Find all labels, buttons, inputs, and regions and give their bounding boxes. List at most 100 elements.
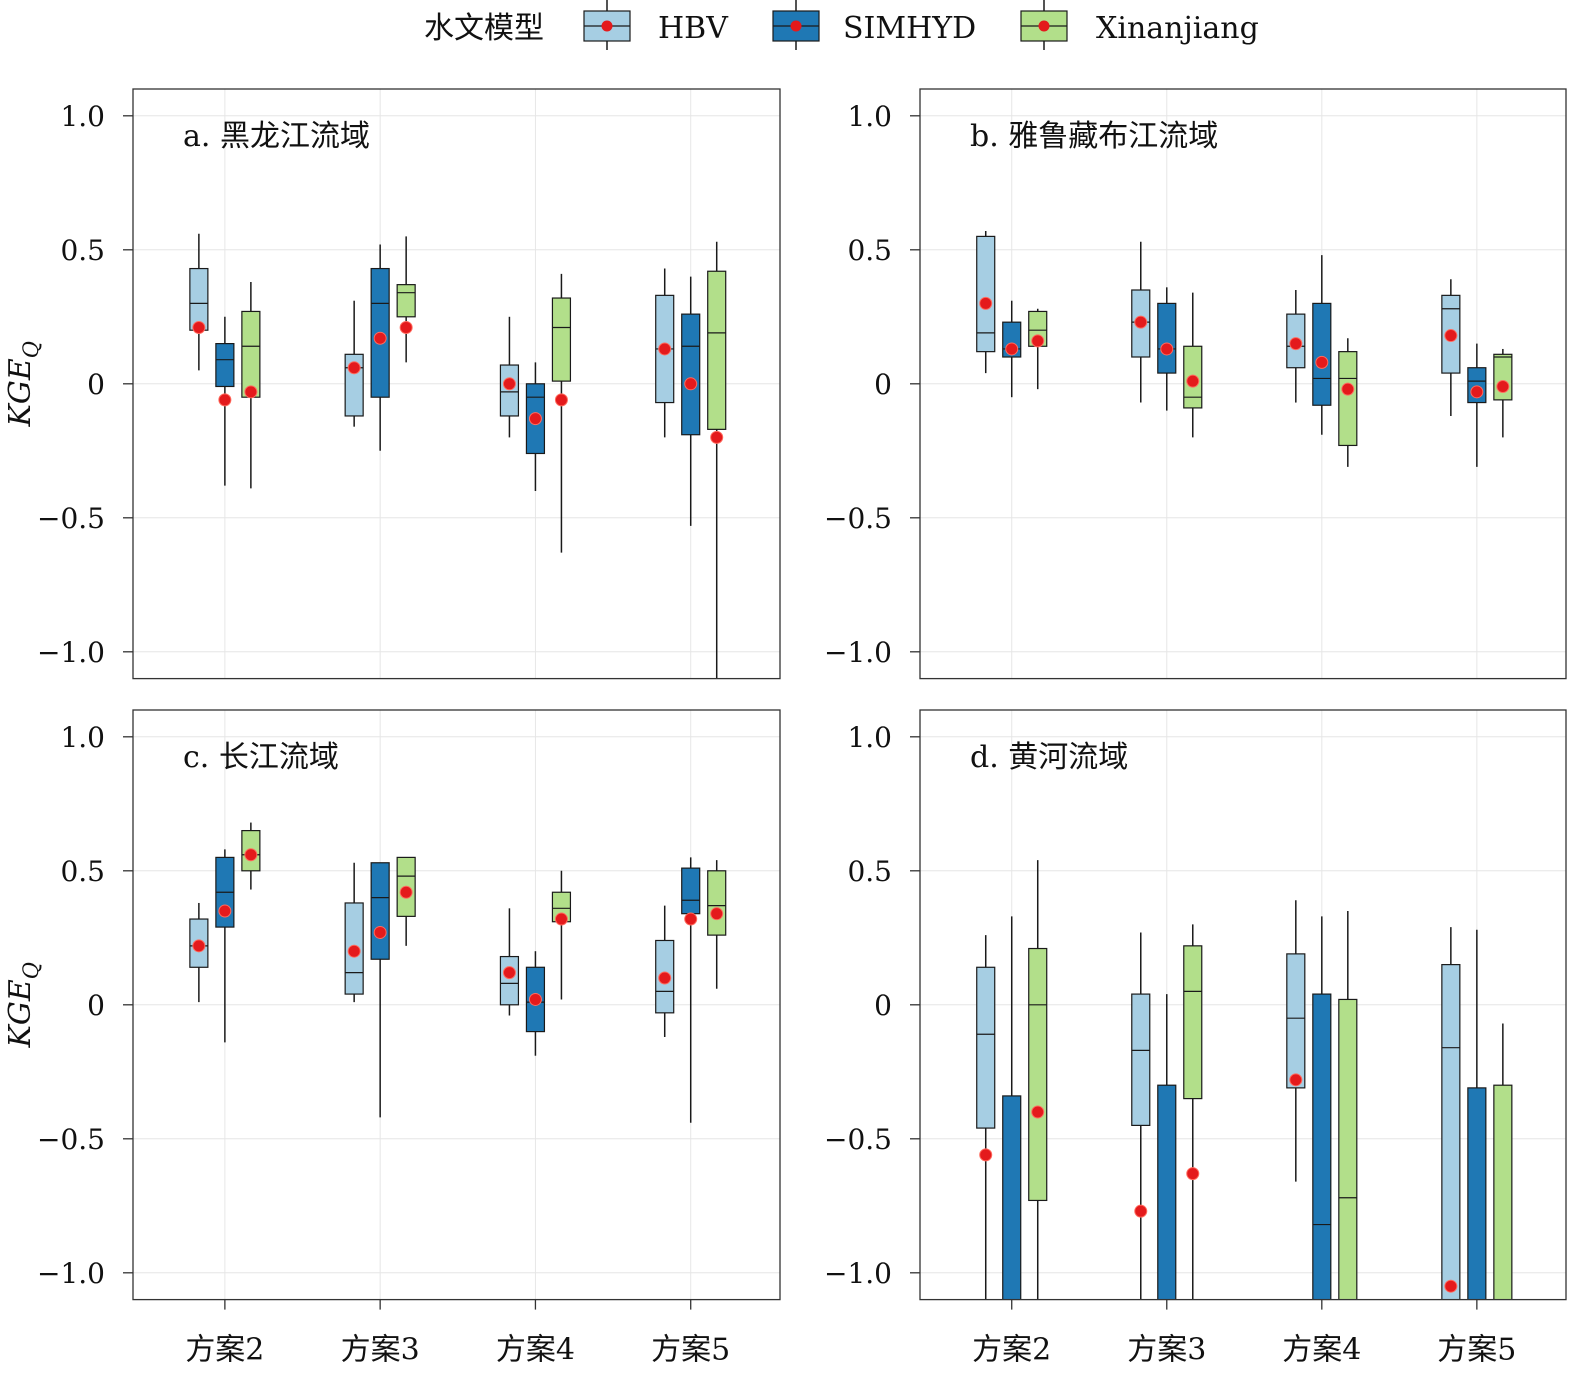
box-xinanjiang-3-body: [396, 284, 416, 318]
box-hbv-4-mean-dot: [1289, 1073, 1303, 1087]
x-tick-label: 方案2: [972, 1333, 1051, 1368]
x-tick-label: 方案3: [341, 1333, 420, 1368]
box-simhyd-3-body: [1157, 1084, 1177, 1300]
box-simhyd-2-mean-dot: [218, 904, 232, 918]
legend-hbv-mean-dot: [601, 20, 613, 32]
box-hbv-3-mean-dot: [347, 944, 361, 958]
box-xinanjiang-2-body: [241, 310, 261, 398]
box-xinanjiang-5-mean-dot: [710, 907, 724, 921]
box-hbv-5-mean-dot: [1444, 1279, 1458, 1293]
box-xinanjiang-3-mean-dot: [1186, 1167, 1200, 1181]
box-xinanjiang-4-body: [551, 297, 572, 382]
box-simhyd-4-mean-dot: [528, 412, 542, 426]
y-tick-label: 0: [87, 989, 105, 1022]
box-xinanjiang-4-body: [1338, 998, 1358, 1300]
y-axis-label-main: KGE: [3, 979, 38, 1048]
box-xinanjiang-2-mean-dot: [244, 385, 258, 399]
box-xinanjiang-4-body: [1338, 351, 1358, 447]
box-simhyd-4-body: [1312, 302, 1332, 406]
box-xinanjiang-5-body: [707, 270, 727, 430]
y-tick-label: 0: [87, 368, 105, 401]
box-simhyd-5-mean-dot: [684, 377, 698, 391]
box-simhyd-3-body: [1157, 302, 1177, 374]
y-tick-label: 0.5: [60, 234, 105, 267]
y-tick-label: −0.5: [37, 502, 105, 535]
legend-title: 水文模型: [424, 11, 544, 46]
box-simhyd-5-mean-dot: [1470, 385, 1484, 399]
box-hbv-4-body: [499, 955, 520, 1006]
box-hbv-5-body: [1441, 963, 1461, 1300]
y-tick-label: −1.0: [37, 1257, 105, 1290]
box-hbv-2-mean-dot: [192, 939, 206, 953]
y-tick-label: −1.0: [824, 636, 892, 669]
box-hbv-5-mean-dot: [658, 971, 672, 985]
box-xinanjiang-4-mean-dot: [1341, 382, 1355, 396]
y-tick-label: 0.5: [847, 234, 892, 267]
box-simhyd-3-mean-dot: [373, 331, 387, 345]
panel-title: a. 黑龙江流域: [183, 119, 370, 154]
y-tick-label: −0.5: [37, 1123, 105, 1156]
y-tick-label: 0.5: [847, 855, 892, 888]
panel-title: d. 黄河流域: [970, 740, 1128, 775]
box-xinanjiang-2-body: [1028, 947, 1048, 1202]
box-hbv-2-mean-dot: [979, 1148, 993, 1162]
y-tick-label: 0.5: [60, 855, 105, 888]
box-hbv-5-mean-dot: [1444, 329, 1458, 343]
y-tick-label: −0.5: [824, 502, 892, 535]
box-hbv-2-body: [976, 235, 996, 353]
legend-xinanjiang-label: Xinanjiang: [1096, 11, 1259, 46]
x-tick-label: 方案5: [1437, 1333, 1516, 1368]
box-xinanjiang-5-body: [707, 870, 727, 936]
box-hbv-4-body: [499, 364, 520, 417]
box-xinanjiang-3-mean-dot: [1186, 374, 1200, 388]
box-xinanjiang-3-body: [1183, 945, 1203, 1100]
y-axis-label-subscript: Q: [19, 962, 43, 979]
panels: 1.00.50−0.5−1.0a. 黑龙江流域KGEQ1.00.50−0.5−1…: [3, 88, 1567, 1368]
box-xinanjiang-2-mean-dot: [244, 848, 258, 862]
y-tick-label: 1.0: [60, 721, 105, 754]
box-hbv-3-mean-dot: [1134, 1204, 1148, 1218]
box-hbv-2-mean-dot: [192, 321, 206, 335]
box-simhyd-3-mean-dot: [373, 925, 387, 939]
legend-simhyd-label: SIMHYD: [843, 11, 976, 46]
box-hbv-2-body: [189, 267, 209, 331]
y-axis-label-main: KGE: [3, 358, 38, 427]
panel-3: 1.0 0.5 0 −0.5 −1.0 方案2 方案3 方案4 方案5 c. 长江流域 KGEQ: [3, 709, 781, 1368]
box-group: [189, 822, 727, 1123]
box-hbv-4-body: [1286, 953, 1306, 1089]
box-simhyd-5-body: [681, 867, 701, 915]
box-xinanjiang-4-mean-dot: [554, 912, 568, 926]
box-simhyd-5-body: [1467, 1087, 1487, 1300]
y-tick-label: −1.0: [824, 1257, 892, 1290]
box-hbv-3-mean-dot: [1134, 315, 1148, 329]
box-group: [976, 231, 1513, 467]
box-simhyd-5-body: [681, 313, 701, 436]
y-tick-label: 0: [874, 368, 892, 401]
box-simhyd-4-body: [1312, 993, 1332, 1300]
box-group: [189, 233, 727, 679]
box-xinanjiang-3-mean-dot: [399, 321, 413, 335]
box-hbv-5-mean-dot: [658, 342, 672, 356]
box-simhyd-4-mean-dot: [1315, 355, 1329, 369]
y-tick-label: −0.5: [824, 1123, 892, 1156]
legend: 水文模型 HBV SIMHYD Xinanjiang: [424, 0, 1259, 50]
box-xinanjiang-2-mean-dot: [1031, 334, 1045, 348]
y-axis-label: KGEQ: [3, 962, 43, 1049]
y-tick-label: 0: [874, 989, 892, 1022]
box-xinanjiang-2-mean-dot: [1031, 1105, 1045, 1119]
legend-simhyd-mean-dot: [790, 20, 802, 32]
box-xinanjiang-5-mean-dot: [1496, 379, 1510, 393]
box-xinanjiang-5-body: [1493, 1084, 1513, 1300]
panel-1: 1.0 0.5 0 −0.5 −1.0 a. 黑龙江流域 KGEQ: [3, 88, 781, 680]
panel-4: 1.0 0.5 0 −0.5 −1.0 方案2 方案3 方案4 方案5 d. 黄河流域: [824, 709, 1567, 1368]
x-tick-label: 方案3: [1127, 1333, 1206, 1368]
box-hbv-2-body: [976, 966, 996, 1129]
x-tick-label: 方案4: [1282, 1333, 1361, 1368]
y-axis-label: KGEQ: [3, 341, 43, 428]
box-simhyd-5-mean-dot: [684, 912, 698, 926]
box-group: [976, 860, 1513, 1300]
panel-2: 1.0 0.5 0 −0.5 −1.0 b. 雅鲁藏布江流域: [824, 88, 1567, 680]
legend-hbv-label: HBV: [658, 11, 729, 46]
box-xinanjiang-5-body: [1493, 353, 1513, 401]
box-simhyd-2-mean-dot: [218, 393, 232, 407]
